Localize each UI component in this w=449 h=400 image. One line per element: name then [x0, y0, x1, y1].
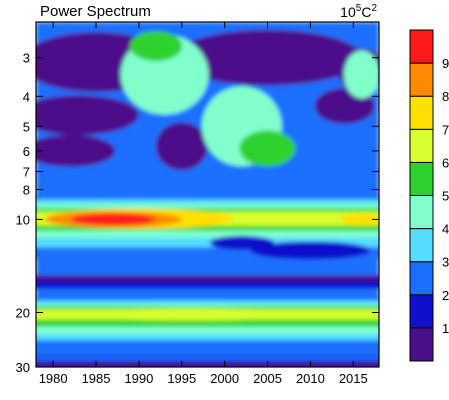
colorbar-label: 6: [442, 155, 449, 170]
colorbar-swatch: [409, 327, 434, 362]
contour-band: [36, 355, 379, 367]
y-tick-label: 10: [16, 212, 30, 227]
colorbar-swatch: [409, 95, 434, 130]
colorbar-label: 3: [442, 255, 449, 270]
colorbar-label: 9: [442, 56, 449, 71]
y-tick-label: 5: [23, 119, 30, 134]
x-tick-label: 2000: [210, 371, 239, 386]
colorbar-swatch: [409, 228, 434, 263]
y-tick-label: 4: [23, 89, 30, 104]
contour-region: [36, 95, 139, 136]
contour-region: [130, 31, 183, 62]
x-axis: 1980 1985 1990 1995 2000 2005 2010 2015: [39, 22, 368, 386]
y-tick-label: 8: [23, 182, 30, 197]
colorbar-label: 7: [442, 122, 449, 137]
colorbar-label: 2: [442, 288, 449, 303]
heatmap-field: [36, 22, 379, 367]
contour-region: [250, 241, 371, 260]
y-tick-label: 3: [23, 51, 30, 66]
x-tick-label: 1980: [39, 371, 68, 386]
x-tick-label: 2005: [253, 371, 282, 386]
contour-region: [339, 213, 379, 226]
contour-region: [343, 50, 379, 99]
x-tick-label: 2010: [296, 371, 325, 386]
x-tick-label: 2015: [339, 371, 368, 386]
colorbar-swatch: [409, 128, 434, 163]
y-tick-label: 20: [16, 306, 30, 321]
colorbar-label: 4: [442, 222, 449, 237]
colorbar-label: 8: [442, 89, 449, 104]
colorbar-swatch: [409, 62, 434, 97]
colorbar-swatch: [409, 294, 434, 329]
units-label: 105C2: [340, 3, 377, 20]
contour-band: [36, 356, 379, 361]
y-axis: 3 4 5 6 7 8 10 20 30: [16, 51, 379, 375]
colorbar: 1 2 3 4 5 6 7 8 9: [409, 29, 449, 362]
y-tick-label: 7: [23, 165, 30, 180]
x-tick-label: 1995: [167, 371, 196, 386]
contour-band: [36, 362, 379, 367]
colorbar-swatch: [409, 29, 434, 64]
contour-region: [36, 134, 116, 167]
colorbar-swatch: [409, 195, 434, 230]
colorbar-label: 5: [442, 189, 449, 204]
y-tick-label: 30: [16, 360, 30, 375]
colorbar-swatch: [409, 261, 434, 296]
plot-frame: [35, 21, 380, 368]
contour-region: [239, 130, 296, 167]
contour-region: [70, 308, 311, 321]
x-tick-label: 1985: [82, 371, 111, 386]
contour-band: [36, 275, 379, 282]
x-tick-label: 1990: [124, 371, 153, 386]
contour-region: [172, 29, 363, 86]
colorbar-label: 1: [442, 321, 449, 336]
contour-region: [155, 122, 208, 171]
y-tick-label: 6: [23, 144, 30, 159]
contour-region: [71, 213, 156, 226]
colorbar-swatch: [409, 161, 434, 196]
chart-title: Power Spectrum: [40, 3, 151, 20]
